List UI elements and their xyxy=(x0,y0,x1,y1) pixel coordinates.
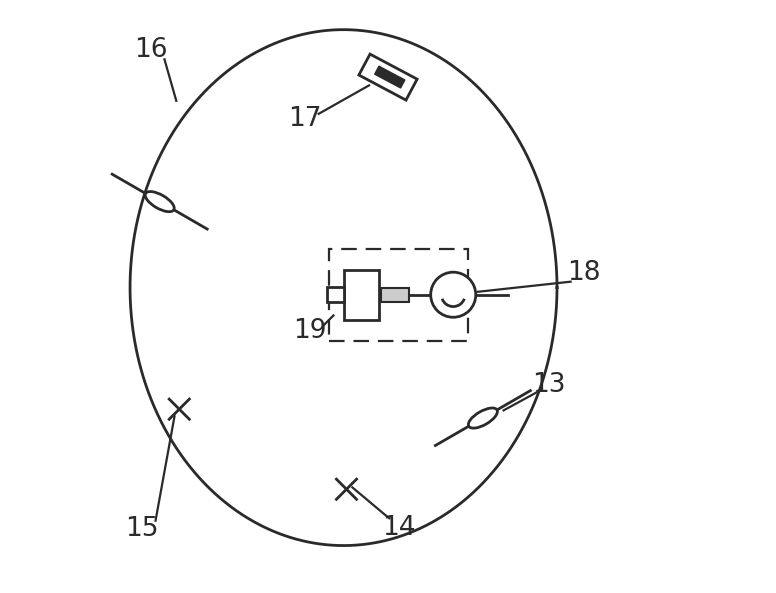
Text: 17: 17 xyxy=(288,106,322,132)
Bar xyxy=(327,287,344,302)
Ellipse shape xyxy=(145,192,175,212)
Circle shape xyxy=(431,272,476,317)
Text: 15: 15 xyxy=(125,516,158,542)
Text: 19: 19 xyxy=(293,318,327,344)
Text: 18: 18 xyxy=(567,260,601,286)
Bar xyxy=(381,288,410,302)
Text: 14: 14 xyxy=(382,515,415,541)
Polygon shape xyxy=(375,66,405,88)
Text: 13: 13 xyxy=(532,372,566,398)
Bar xyxy=(329,249,468,341)
Ellipse shape xyxy=(469,408,497,428)
Bar xyxy=(344,269,379,320)
Text: 16: 16 xyxy=(134,37,168,63)
Polygon shape xyxy=(359,54,417,100)
